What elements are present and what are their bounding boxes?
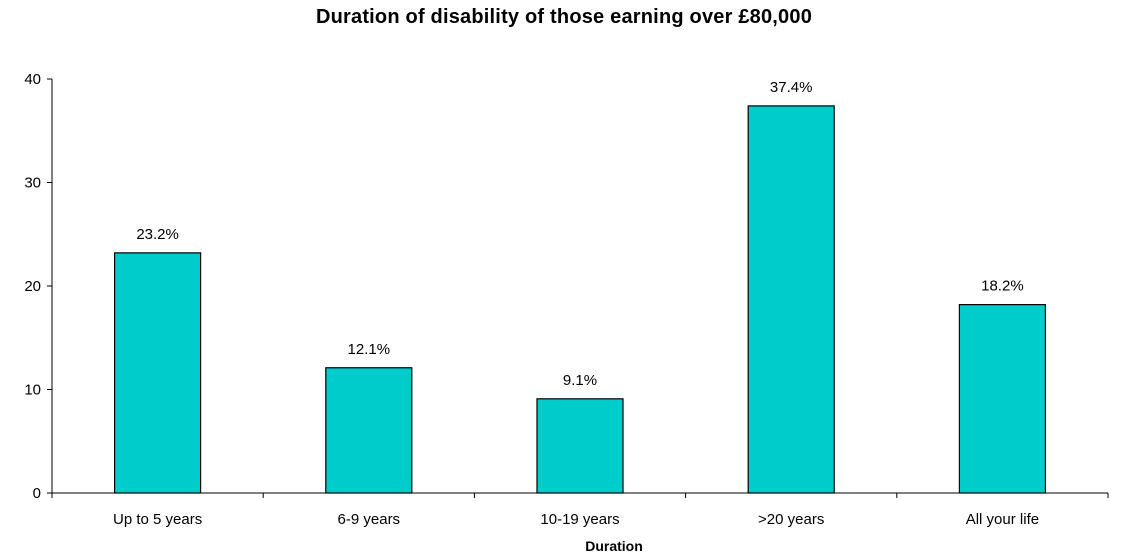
bar: [536, 398, 624, 494]
bar: [325, 367, 413, 494]
x-tick-label: Up to 5 years: [113, 511, 202, 528]
x-tick-label: All your life: [966, 511, 1039, 528]
bar-data-label: 12.1%: [348, 341, 391, 358]
y-tick-label: 30: [24, 175, 41, 192]
y-tick-label: 0: [33, 485, 41, 502]
x-tick-label: 10-19 years: [540, 511, 619, 528]
data-labels: 23.2% 12.1% 9.1% 37.4% 18.2%: [136, 79, 1023, 389]
x-tick-label: >20 years: [758, 511, 824, 528]
bar-data-label: 37.4%: [770, 79, 813, 96]
bar-data-label: 18.2%: [981, 278, 1024, 295]
y-tick-label: 10: [24, 382, 41, 399]
x-axis-title: Duration: [585, 538, 643, 554]
y-tick-label: 40: [24, 71, 41, 88]
bar-data-label: 23.2%: [136, 226, 179, 243]
bar: [747, 105, 835, 494]
y-tick-label: 20: [24, 278, 41, 295]
bar: [113, 252, 202, 494]
x-ticks: Up to 5 years 6-9 years 10-19 years >20 yea…: [51, 493, 1109, 528]
chart-title: Duration of disability of those earning …: [315, 6, 813, 28]
bars: [113, 105, 1047, 494]
bar: [958, 304, 1047, 494]
x-tick-label: 6-9 years: [338, 511, 401, 528]
bar-data-label: 9.1%: [563, 372, 597, 389]
y-ticks: 0 10 20 30 40: [24, 71, 52, 502]
